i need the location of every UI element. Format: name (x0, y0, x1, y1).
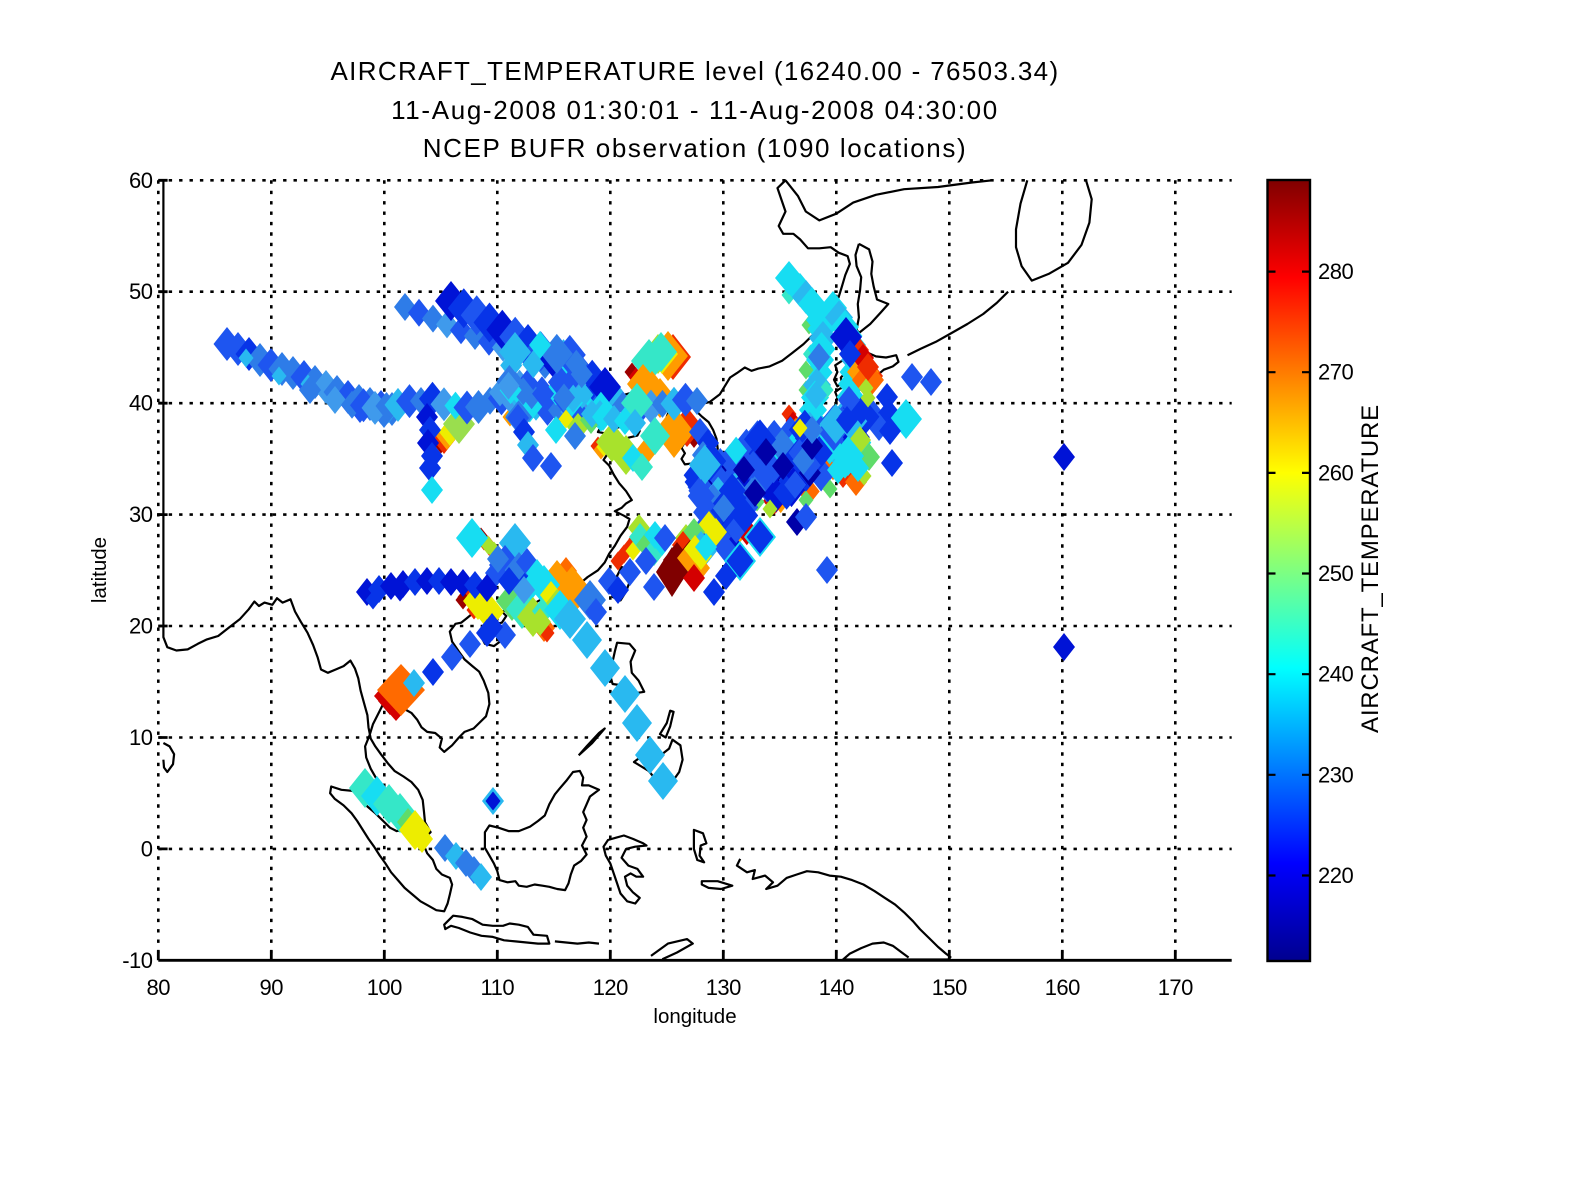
svg-text:30: 30 (129, 502, 153, 527)
svg-text:AIRCRAFT_TEMPERATURE: AIRCRAFT_TEMPERATURE (1357, 404, 1384, 733)
svg-text:100: 100 (367, 975, 402, 1000)
svg-text:280: 280 (1318, 259, 1353, 284)
svg-text:130: 130 (706, 975, 741, 1000)
svg-text:170: 170 (1158, 975, 1193, 1000)
svg-text:NCEP BUFR observation (1090 lo: NCEP BUFR observation (1090 locations) (423, 133, 967, 163)
svg-text:80: 80 (147, 975, 171, 1000)
svg-text:230: 230 (1318, 762, 1353, 787)
svg-text:120: 120 (593, 975, 628, 1000)
svg-text:40: 40 (129, 391, 153, 416)
svg-text:50: 50 (129, 279, 153, 304)
svg-text:150: 150 (932, 975, 967, 1000)
svg-text:latitude: latitude (88, 537, 111, 603)
svg-text:-10: -10 (122, 948, 153, 973)
svg-text:250: 250 (1318, 561, 1353, 586)
svg-text:110: 110 (481, 975, 515, 1000)
svg-text:160: 160 (1045, 975, 1080, 1000)
svg-text:260: 260 (1318, 460, 1353, 485)
svg-text:140: 140 (819, 975, 854, 1000)
svg-text:10: 10 (129, 725, 153, 750)
svg-text:60: 60 (129, 168, 153, 193)
svg-text:240: 240 (1318, 662, 1353, 687)
svg-text:11-Aug-2008 01:30:01 - 11-Aug-: 11-Aug-2008 01:30:01 - 11-Aug-2008 04:30… (391, 95, 999, 125)
svg-text:20: 20 (129, 614, 153, 639)
svg-text:AIRCRAFT_TEMPERATURE level (16: AIRCRAFT_TEMPERATURE level (16240.00 - 7… (330, 56, 1059, 86)
svg-text:0: 0 (141, 836, 153, 861)
svg-text:270: 270 (1318, 360, 1353, 385)
svg-text:220: 220 (1318, 863, 1353, 888)
svg-text:longitude: longitude (653, 1005, 736, 1028)
svg-text:90: 90 (260, 975, 284, 1000)
